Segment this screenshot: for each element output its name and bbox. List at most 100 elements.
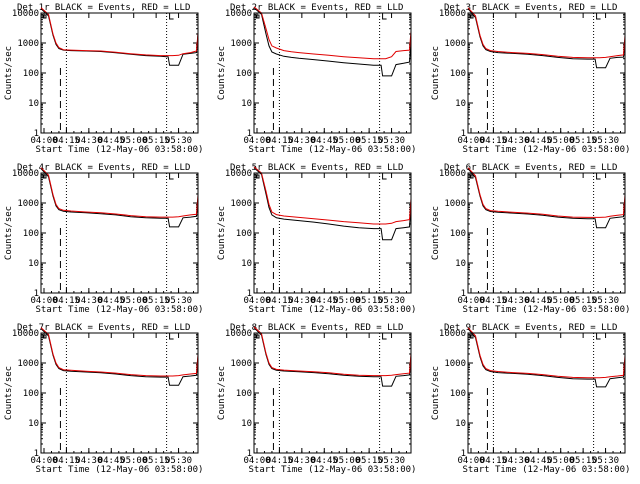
plot-frame: [40, 172, 199, 294]
corner-marker: [469, 14, 474, 19]
x-tick-label: 04:45: [98, 136, 125, 146]
panel-title: Det 5r BLACK = Events, RED = LLD: [230, 163, 403, 173]
x-tick-label: 05:00: [547, 296, 574, 306]
x-tick-label: 05:00: [333, 296, 360, 306]
x-tick-label: 05:30: [378, 296, 405, 306]
y-axis-label: Counts/sec: [431, 366, 441, 420]
y-tick-label: 1: [34, 129, 39, 139]
y-tick-label: 10000: [225, 9, 252, 19]
x-tick-label: 04:00: [457, 296, 484, 306]
x-tick-label: 04:15: [480, 136, 507, 146]
y-tick-label: 1: [247, 289, 252, 299]
y-tick-label: 1: [247, 129, 252, 139]
y-tick-label: 1000: [230, 359, 252, 369]
panel-det-6: Det 6r BLACK = Events, RED = LLD Counts/s…: [431, 163, 630, 315]
y-tick-label: 100: [23, 229, 39, 239]
y-tick-label: 1000: [444, 199, 466, 209]
corner-marker: [469, 174, 474, 179]
y-axis-label: Counts/sec: [4, 46, 14, 100]
x-tick-label: 04:45: [98, 296, 125, 306]
x-tick-label: 05:30: [165, 296, 192, 306]
x-tick-label: 04:30: [502, 136, 529, 146]
x-tick-label: 04:45: [98, 456, 125, 466]
y-tick-label: 100: [236, 229, 252, 239]
y-tick-label: 10000: [439, 9, 466, 19]
x-tick-label: 04:00: [30, 456, 57, 466]
panel-title: Det 8r BLACK = Events, RED = LLD: [230, 323, 403, 333]
plot-frame: [40, 332, 199, 454]
x-tick-label: 04:30: [502, 296, 529, 306]
y-tick-label: 1: [461, 129, 466, 139]
corner-marker: [255, 174, 260, 179]
panel-det-1: Det 1r BLACK = Events, RED = LLD Counts/s…: [4, 3, 203, 155]
series-line-events: [467, 168, 626, 229]
plot-frame: [40, 12, 199, 134]
panel-det-4: Det 4r BLACK = Events, RED = LLD Counts/s…: [4, 163, 203, 315]
x-axis-label: Start Time (12-May-06 03:58:00): [249, 305, 417, 315]
x-tick-label: 05:00: [333, 136, 360, 146]
x-tick-label: 05:00: [120, 456, 147, 466]
series-line-lld: [253, 6, 412, 60]
series-line-lld: [40, 167, 199, 218]
x-tick-label: 04:15: [53, 136, 80, 146]
y-tick-label: 1: [461, 449, 466, 459]
top-bracket-marker: [169, 13, 174, 20]
top-bracket-marker: [596, 173, 601, 180]
panel-det-3: Det 3r BLACK = Events, RED = LLD Counts/s…: [431, 3, 630, 155]
x-tick-label: 04:00: [30, 296, 57, 306]
x-tick-label: 05:00: [333, 456, 360, 466]
x-tick-label: 05:15: [143, 296, 170, 306]
y-tick-label: 10: [455, 419, 466, 429]
y-tick-label: 10000: [12, 9, 39, 19]
x-tick-label: 04:00: [457, 136, 484, 146]
series-line-events: [40, 8, 199, 66]
corner-marker: [255, 334, 260, 339]
y-tick-label: 1000: [230, 199, 252, 209]
panel-title: Det 4r BLACK = Events, RED = LLD: [17, 163, 190, 173]
series-line-lld: [40, 7, 199, 57]
y-tick-label: 10: [241, 419, 252, 429]
y-tick-label: 10000: [225, 169, 252, 179]
plot-frame: [467, 332, 626, 454]
x-tick-label: 04:30: [75, 296, 102, 306]
x-tick-label: 05:15: [570, 296, 597, 306]
x-tick-label: 04:30: [502, 456, 529, 466]
plot-frame: [467, 12, 626, 134]
panel-title: Det 3r BLACK = Events, RED = LLD: [444, 3, 617, 13]
x-tick-label: 05:00: [120, 136, 147, 146]
y-axis-label: Counts/sec: [217, 206, 227, 260]
x-tick-label: 04:00: [457, 456, 484, 466]
top-bracket-marker: [596, 13, 601, 20]
x-tick-label: 05:00: [547, 456, 574, 466]
x-tick-label: 05:30: [165, 456, 192, 466]
x-tick-label: 04:00: [243, 136, 270, 146]
x-tick-label: 05:30: [165, 136, 192, 146]
x-tick-label: 04:45: [311, 136, 338, 146]
x-tick-label: 04:00: [30, 136, 57, 146]
plot-frame: [467, 172, 626, 294]
x-tick-label: 04:15: [53, 456, 80, 466]
x-axis-label: Start Time (12-May-06 03:58:00): [249, 145, 417, 155]
y-tick-label: 1000: [444, 39, 466, 49]
plot-frame: [253, 332, 412, 454]
y-axis-label: Counts/sec: [4, 366, 14, 420]
x-tick-label: 04:15: [266, 456, 293, 466]
panel-det-2: Det 2r BLACK = Events, RED = LLD Counts/s…: [217, 3, 416, 155]
top-bracket-marker: [382, 13, 387, 20]
top-bracket-marker: [169, 333, 174, 340]
x-tick-label: 04:00: [243, 296, 270, 306]
y-tick-label: 10: [455, 259, 466, 269]
series-line-lld: [467, 7, 626, 59]
series-line-events: [40, 168, 199, 228]
x-tick-label: 05:30: [592, 136, 619, 146]
x-tick-label: 04:30: [288, 456, 315, 466]
y-tick-label: 1: [34, 289, 39, 299]
x-tick-label: 05:30: [592, 456, 619, 466]
y-tick-label: 10: [241, 99, 252, 109]
x-tick-label: 05:15: [356, 456, 383, 466]
y-tick-label: 10: [28, 99, 39, 109]
y-tick-label: 100: [236, 69, 252, 79]
series-line-events: [253, 167, 412, 241]
panel-title: Det 2r BLACK = Events, RED = LLD: [230, 3, 403, 13]
